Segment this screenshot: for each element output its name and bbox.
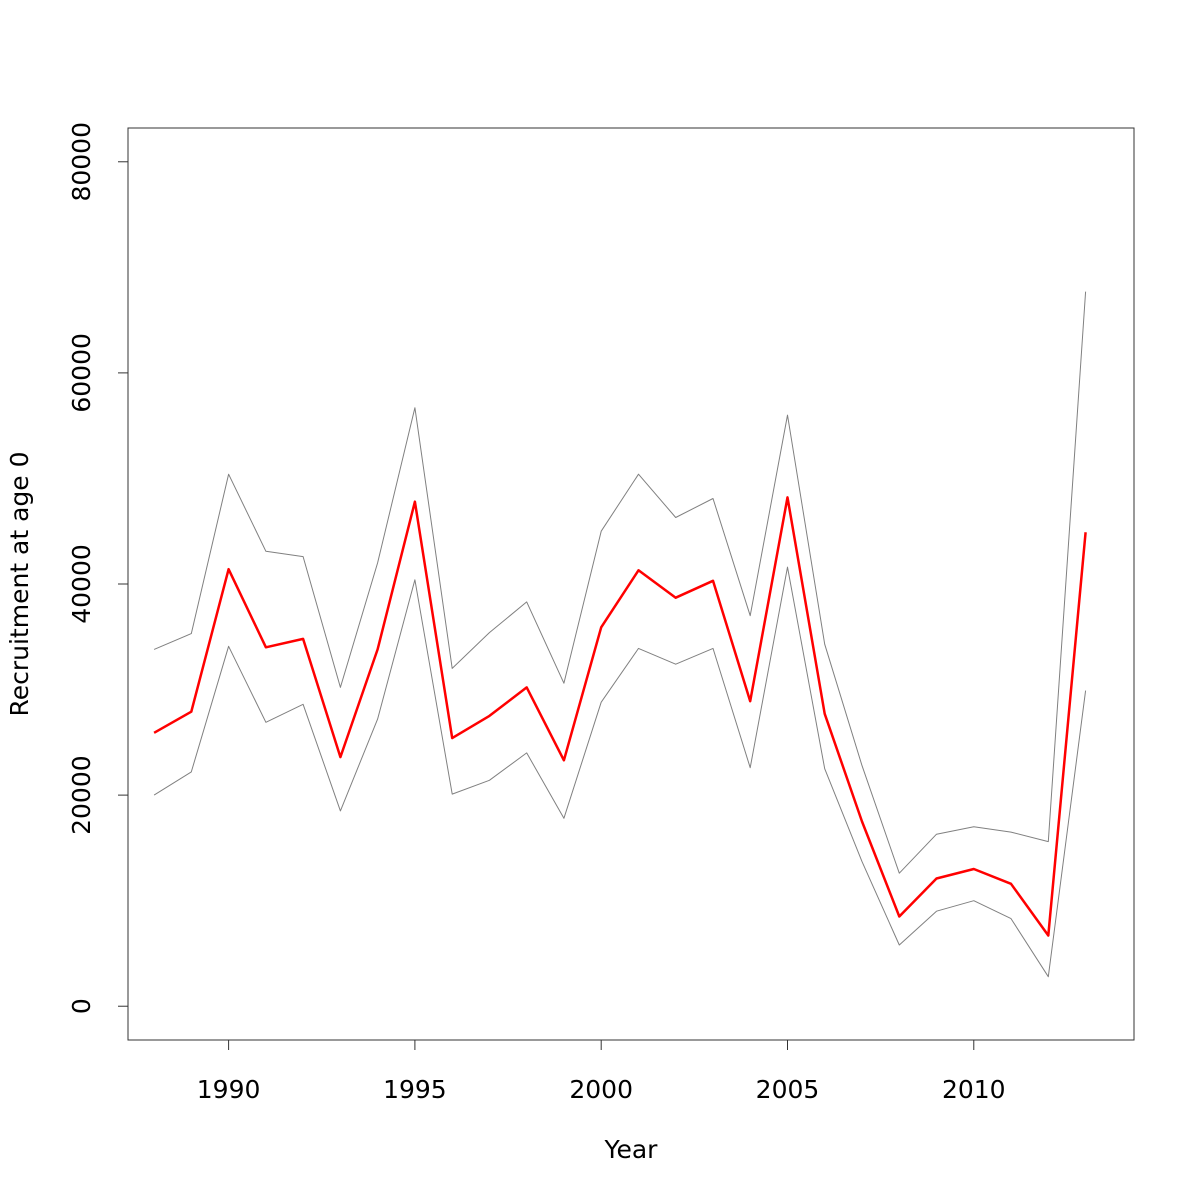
x-tick-label: 2010 xyxy=(942,1075,1006,1104)
y-tick-label: 20000 xyxy=(67,755,96,835)
y-tick-label: 60000 xyxy=(67,333,96,413)
y-axis-title: Recruitment at age 0 xyxy=(5,451,34,716)
series-layer xyxy=(153,291,1087,978)
y-tick-label: 80000 xyxy=(67,122,96,202)
x-tick-label: 2005 xyxy=(756,1075,820,1104)
y-tick-label: 40000 xyxy=(67,544,96,624)
series-line-lower-bound xyxy=(153,566,1087,978)
x-tick-label: 2000 xyxy=(569,1075,633,1104)
series-line-upper-bound xyxy=(153,291,1087,874)
x-axis: 1990 1995 2000 2005 2010 xyxy=(197,1039,1006,1104)
x-axis-title: Year xyxy=(604,1135,659,1164)
x-tick-label: 1990 xyxy=(197,1075,261,1104)
series-line-estimate xyxy=(153,496,1087,937)
y-tick-label: 0 xyxy=(67,998,96,1014)
x-tick-label: 1995 xyxy=(383,1075,447,1104)
y-axis: 0 20000 40000 60000 80000 xyxy=(67,122,129,1014)
